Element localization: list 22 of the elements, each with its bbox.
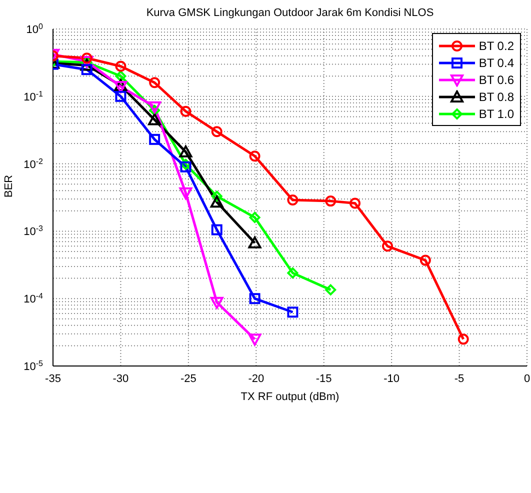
y-tick-label: 10$^{-1}$ [24,88,44,104]
y-tick-label: 10$^{-2}$ [24,156,44,171]
x-tick-label: 0 [524,372,530,385]
x-axis-title: TX RF output (dBm) [240,391,340,403]
legend-label: BT 0.8 [478,90,514,104]
x-tick-label: -15 [316,372,332,385]
legend-label: BT 1.0 [478,106,514,120]
legend-label: BT 0.4 [478,56,514,70]
x-tick-label: -5 [454,372,464,385]
y-tick-label: 10$^{-5}$ [24,358,44,373]
x-tick-label: -35 [45,372,61,385]
y-tick-label: 10$^{0}$ [26,22,44,36]
x-tick-label: -30 [112,372,129,385]
y-tick-label: 10$^{-4}$ [24,291,44,306]
legend-label: BT 0.6 [478,72,514,86]
chart-title: Kurva GMSK Lingkungan Outdoor Jarak 6m Kondisi NLOS [146,7,434,19]
x-tick-label: -20 [248,372,264,385]
x-tick-label: -10 [384,372,400,385]
y-tick-label: 10$^{-3}$ [24,224,44,238]
y-axis-title: BER [2,174,15,198]
x-tick-label: -25 [180,372,196,385]
legend-label: BT 0.2 [478,38,514,52]
